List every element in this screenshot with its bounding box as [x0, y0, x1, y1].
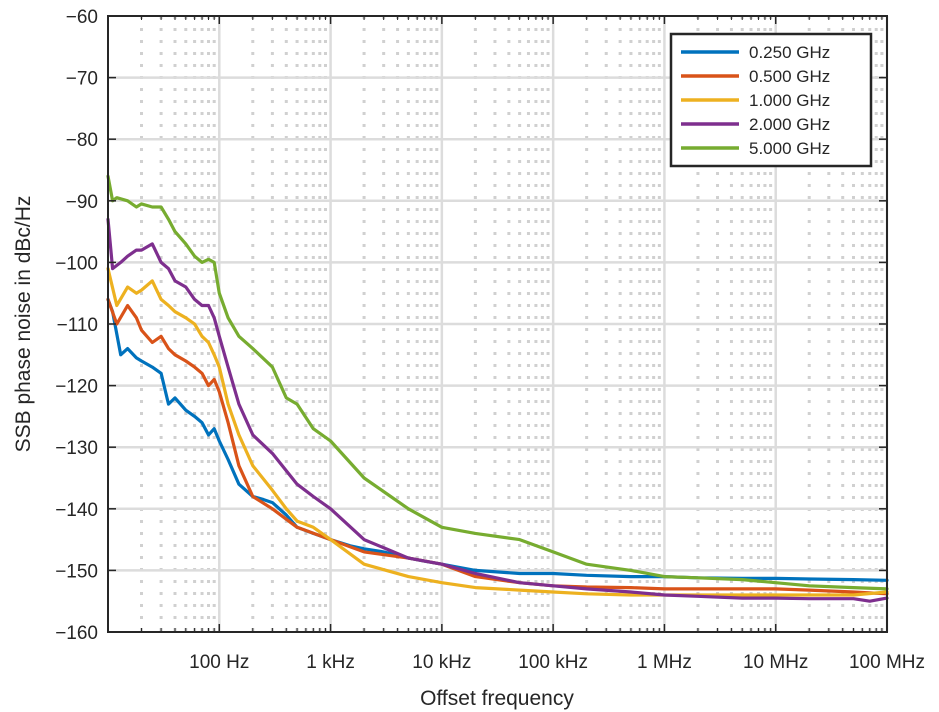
x-tick-label: 100 kHz: [518, 652, 588, 673]
series-line-2-000-ghz: [106, 217, 889, 603]
x-tick-label: 1 MHz: [637, 652, 692, 673]
y-axis-label: SSB phase noise in dBc/Hz: [12, 196, 35, 453]
x-tick-label: 100 MHz: [849, 652, 925, 673]
series-line-0-500-ghz: [106, 297, 889, 596]
y-tick-label: −80: [66, 130, 98, 151]
x-tick-label: 1 kHz: [306, 652, 355, 673]
y-tick-label: −130: [55, 438, 98, 459]
y-tick-label: −60: [66, 7, 98, 28]
y-tick-label: −120: [55, 377, 98, 398]
series-line-5-000-ghz: [106, 174, 889, 591]
ticks: [108, 15, 888, 633]
y-tick-label: −150: [55, 561, 98, 582]
y-tick-label: −140: [55, 500, 98, 521]
y-tick-label: −90: [66, 192, 98, 213]
x-tick-label: 10 MHz: [743, 652, 808, 673]
legend-label: 2.000 GHz: [749, 115, 830, 134]
x-axis-label: Offset frequency: [420, 687, 574, 710]
x-tick-label: 100 Hz: [189, 652, 249, 673]
legend-label: 0.500 GHz: [749, 67, 830, 86]
y-tick-label: −160: [55, 623, 98, 644]
tick-labels: 100 Hz 1 kHz 10 kHz 100 kHz 1 MHz 10 MHz 100 M…: [55, 7, 925, 673]
series-line-0-250-ghz: [106, 297, 889, 582]
y-tick-label: −110: [57, 315, 98, 336]
x-tick-label: 10 kHz: [412, 652, 471, 673]
series-layer: [106, 174, 889, 603]
y-tick-label: −70: [66, 69, 98, 90]
legend: 0.250 GHz 0.500 GHz 1.000 GHz 2.000 GHz 5.00…: [669, 32, 873, 168]
y-tick-label: −100: [55, 253, 98, 274]
legend-label: 5.000 GHz: [749, 139, 830, 158]
legend-label: 1.000 GHz: [749, 91, 830, 110]
legend-label: 0.250 GHz: [749, 43, 830, 62]
